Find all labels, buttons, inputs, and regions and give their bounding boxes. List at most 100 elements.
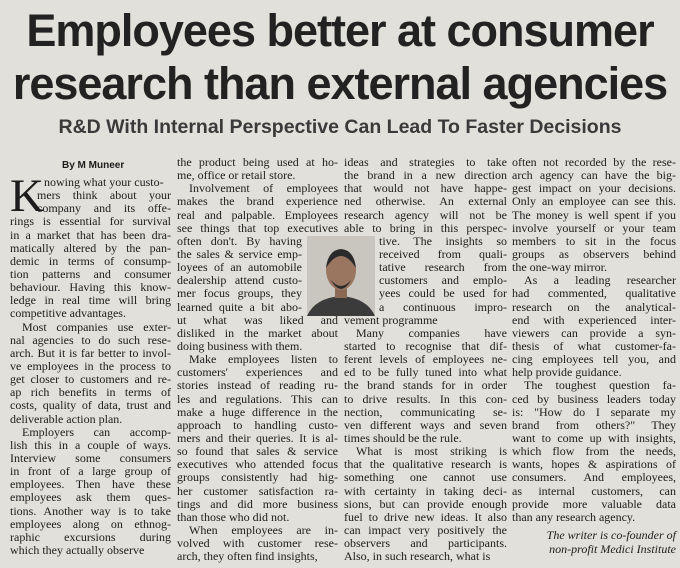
text-line: dealership attend custo-	[177, 274, 302, 287]
line-text: loyees of an automobile	[177, 260, 302, 275]
line-text: received from quali-	[379, 246, 507, 261]
text-line: viewers can provide a syn-	[512, 325, 676, 340]
text-line: behaviour. Having this know-	[10, 281, 171, 294]
line-text: a continuous impro-	[379, 299, 507, 314]
text-line: the brand in a new direction	[344, 169, 507, 182]
text-line: executives who attended focus	[177, 458, 338, 471]
column: ideas and strategies to take the brand in…	[344, 155, 507, 563]
text-line: volved with customer rese-	[177, 537, 338, 550]
line-text: research agency will not be	[344, 207, 507, 222]
line-text: so found that sales & service	[177, 444, 338, 459]
line-text: the brand in a new direction	[344, 168, 507, 183]
line-text: started to recognise that dif-	[344, 338, 507, 353]
line-text: often not recorded by the rese-	[512, 155, 676, 169]
text-line: tion patterns and consumer	[10, 267, 171, 281]
text-line: the product being used at ho-	[177, 155, 338, 169]
line-text: which they actually observe	[10, 542, 145, 557]
line-text: nection, communicating se-	[344, 404, 507, 419]
line-text: the product being used at ho-	[177, 155, 338, 169]
text-line: able to bring in this perspec-	[344, 221, 507, 235]
line-text: arch agency can have the big-	[512, 168, 676, 183]
text-line: demic in terms of consump-	[10, 254, 171, 268]
line-text: yees could be used for	[379, 286, 507, 301]
text-line: help provide guidance.	[512, 366, 676, 379]
line-text: the brand stands for in order	[344, 378, 507, 393]
line-text: vement programme	[344, 312, 438, 327]
line-text: ve employees in the process to	[10, 358, 171, 373]
text-line: the one-way mirror.	[512, 261, 676, 274]
line-text: consumers. And employees,	[512, 470, 676, 485]
text-line: arch, they often find insights,	[177, 550, 338, 563]
line-text: tings and did more business	[177, 496, 338, 511]
line-text: Knowing what your custo-	[10, 170, 164, 222]
text-line: in a market that has been dra-	[10, 228, 171, 242]
text-line: costs, quality of data, trust and	[10, 399, 171, 412]
text-line: had commented, qualitative	[512, 287, 676, 300]
line-text: ap rich benefits in terms of	[10, 385, 171, 400]
text-line: Make employees listen to	[189, 353, 338, 366]
line-text: thesis of what customer-fa-	[512, 338, 676, 353]
line-text: stories instead of reading ru-	[177, 378, 338, 393]
note-line: The writer is co-founder of	[546, 528, 676, 542]
text-line: Also, in such research, what is	[344, 550, 507, 563]
text-line: rings is essential for survival	[10, 215, 171, 228]
text-line: get closer to customers and re-	[10, 373, 171, 386]
text-line: customers and emplo-	[379, 274, 507, 287]
text-line: stories instead of reading ru-	[177, 379, 338, 392]
line-text: Employers can accomp-	[22, 424, 171, 439]
line-text: matically altered by the pan-	[10, 240, 171, 255]
line-text: nal agencies to do such rese-	[10, 332, 171, 347]
text-line: so found that sales & service	[177, 445, 338, 458]
text-line: nection, communicating se-	[344, 404, 507, 419]
text-line: ven different ways and seven	[344, 418, 507, 432]
line-text: to drive results. In this con-	[344, 391, 507, 406]
line-text: groups as observers behind	[512, 246, 676, 261]
line-text: les and regulations. This can	[177, 391, 338, 406]
line-text: viewers can provide a syn-	[512, 325, 676, 340]
line-text: cing employees tell you, and	[512, 352, 676, 367]
line-text: end with experienced inter-	[512, 312, 676, 327]
line-text: research on the analytical-	[512, 299, 676, 314]
text-line: sions, but can provide enough	[344, 497, 507, 511]
line-text: observers and participants.	[344, 536, 507, 551]
line-text: raphic excursions during	[10, 529, 171, 544]
text-line: competitive advantages.	[10, 307, 171, 320]
text-line: The toughest question fa-	[524, 379, 676, 392]
line-text: ned otherwise. An external	[344, 194, 507, 209]
text-line: fuel to drive new ideas. It also	[344, 510, 507, 524]
line-text: Interview some consumers	[10, 450, 171, 465]
text-line: les and regulations. This can	[177, 391, 338, 406]
text-line: end with experienced inter-	[512, 312, 676, 327]
text-line: mer focus groups, they	[177, 287, 302, 300]
text-line: times should be the rule.	[344, 431, 507, 445]
line-text: ut what was liked and	[177, 312, 338, 327]
text-line: can impact very positively the	[344, 523, 507, 537]
line-text: that the qualitative research is	[344, 457, 507, 472]
text-line: often don't. By having	[177, 234, 302, 248]
line-text: employees along on ethnog-	[10, 516, 171, 531]
line-text: Only an employee can see this.	[512, 194, 676, 209]
text-line: ned otherwise. An external	[344, 195, 507, 208]
subheadline: R&D With Internal Perspective Can Lead T…	[58, 116, 622, 138]
byline: By M Muneer	[62, 160, 125, 171]
line-text: something one cannot use	[344, 470, 507, 485]
line-text: makes the brand experience	[177, 194, 338, 209]
line-text: which flow from the needs,	[512, 444, 676, 459]
text-line: tions. Another way is to take	[10, 503, 171, 518]
line-text: Most companies use exter-	[22, 319, 171, 334]
text-line: matically altered by the pan-	[10, 240, 171, 255]
text-line: something one cannot use	[344, 471, 507, 484]
line-text: company and its offe-	[37, 201, 171, 216]
text-line: employees ask them ques-	[10, 491, 171, 504]
line-text: that would not have happe-	[344, 181, 507, 196]
line-text: groups consistently had hig-	[177, 470, 338, 485]
line-text: the one-way mirror.	[512, 260, 607, 275]
line-text: dealership attend custo-	[177, 273, 302, 288]
text-line: received from quali-	[379, 246, 507, 261]
line-text: tions. Another way is to take	[10, 503, 171, 518]
text-line: Employers can accomp-	[22, 424, 171, 439]
text-line: groups as observers behind	[512, 246, 676, 261]
line-text: competitive advantages.	[10, 306, 126, 321]
text-line: cing employees tell you, and	[512, 353, 676, 366]
